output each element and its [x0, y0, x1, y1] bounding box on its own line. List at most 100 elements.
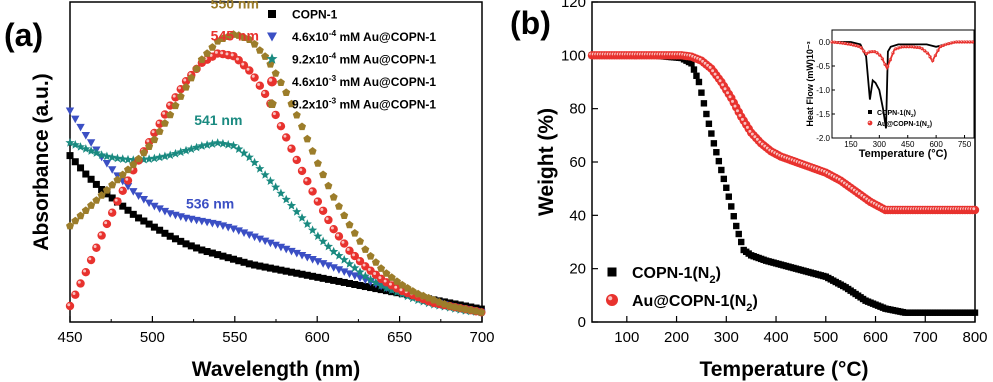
point-au-copn-1-n2-highlight	[708, 65, 712, 69]
point-9-2x10-3-mm-au-copn-1	[81, 206, 90, 214]
inset-point-au-copn-1-n2	[870, 50, 874, 54]
series-au-copn-1-n2	[587, 51, 980, 215]
point-copn-1	[335, 277, 343, 285]
axes-b: 100 200 300 400 500 600 700 800 0 20 40 60 80 100 120	[561, 0, 988, 346]
inset-point-au-copn-1-n2-highlight	[857, 45, 859, 47]
legend-label-copn-1-n2: COPN-1(N2)	[632, 265, 721, 286]
point-9-2x10-4-mm-au-copn-1	[255, 164, 265, 173]
inset-point-au-copn-1-n2	[901, 45, 906, 49]
legend-label-9-2x10-4-mm-au-copn-1-rest: mM Au@COPN-1	[336, 53, 436, 67]
inset-point-au-copn-1-n2	[841, 41, 845, 45]
inset-point-au-copn-1-n2	[952, 40, 956, 44]
point-4-6x10-3-mm-au-copn-1-highlight	[162, 111, 166, 115]
inset-legend-label-copn-1-n2-rest: )	[914, 110, 916, 117]
point-4-6x10-3-mm-au-copn-1-highlight	[288, 145, 292, 149]
point-9-2x10-3-mm-au-copn-1	[361, 245, 370, 253]
point-4-6x10-3-mm-au-copn-1-fill	[71, 290, 80, 299]
inset-point-au-copn-1-n2-highlight	[836, 41, 838, 43]
point-4-6x10-3-mm-au-copn-1-highlight	[67, 303, 71, 307]
series-9-2x10-4-mm-au-copn-1	[65, 138, 486, 317]
inset-point-au-copn-1-n2-highlight	[907, 45, 909, 47]
point-9-2x10-3-mm-au-copn-1	[118, 170, 127, 179]
point-4-6x10-4-mm-au-copn-1	[239, 229, 249, 237]
legend-label-copn-1: COPN-1	[292, 8, 338, 22]
point-9-2x10-4-mm-au-copn-1	[160, 151, 170, 161]
point-copn-1	[245, 260, 253, 268]
point-9-2x10-3-mm-au-copn-1	[87, 201, 96, 209]
point-9-2x10-3-mm-au-copn-1	[292, 111, 301, 119]
point-9-2x10-3-mm-au-copn-1	[92, 196, 101, 204]
point-4-6x10-4-mm-au-copn-1	[86, 139, 96, 147]
point-4-6x10-3-mm-au-copn-1	[287, 144, 296, 153]
point-copn-1-n2	[710, 140, 718, 147]
inset-point-au-copn-1-n2	[957, 40, 961, 44]
point-copn-1	[361, 283, 369, 291]
point-9-2x10-3-mm-au-copn-1	[208, 43, 217, 51]
point-9-2x10-3-mm-au-copn-1	[329, 193, 338, 201]
inset-point-au-copn-1-n2-highlight	[854, 44, 856, 46]
legend-label-9-2x10-4-mm-au-copn-1: 9.2x10-4 mM Au@COPN-1	[292, 51, 436, 67]
point-copn-1-n2	[690, 66, 698, 73]
point-4-6x10-3-mm-au-copn-1-highlight	[378, 276, 382, 280]
point-9-2x10-4-mm-au-copn-1	[350, 263, 360, 272]
inset-point-au-copn-1-n2-highlight	[878, 54, 880, 56]
point-copn-1	[219, 252, 227, 260]
inset-x-tick-label-600: 600	[929, 140, 943, 149]
point-copn-1	[150, 223, 158, 231]
point-9-2x10-3-mm-au-copn-1	[171, 101, 180, 110]
point-4-6x10-3-mm-au-copn-1-highlight	[346, 247, 350, 251]
point-4-6x10-3-mm-au-copn-1-fill	[245, 66, 254, 75]
point-4-6x10-4-mm-au-copn-1	[282, 245, 291, 254]
inset-point-au-copn-1-n2	[944, 42, 948, 46]
point-4-6x10-4-mm-au-copn-1	[102, 160, 112, 168]
point-4-6x10-3-mm-au-copn-1-highlight	[330, 226, 334, 230]
inset-point-au-copn-1-n2-highlight	[833, 41, 835, 43]
point-9-2x10-4-mm-au-copn-1	[76, 142, 86, 151]
point-9-2x10-3-mm-au-copn-1	[203, 49, 212, 57]
point-au-copn-1-n2-highlight	[731, 99, 734, 103]
inset-point-au-copn-1-n2-fill	[888, 58, 892, 62]
point-4-6x10-3-mm-au-copn-1	[271, 110, 280, 120]
inset-x-tick-label-450: 450	[901, 140, 915, 149]
point-copn-1-n2	[715, 157, 723, 165]
inset-point-au-copn-1-n2-highlight	[968, 40, 970, 43]
point-4-6x10-4-mm-au-copn-1	[345, 270, 354, 278]
inset-point-au-copn-1-n2	[846, 42, 850, 46]
legend-label-au-copn-1-n2-sub: 2	[746, 302, 752, 314]
peak-label-541-nm: 541 nm	[194, 112, 242, 128]
point-copn-1-n2	[693, 72, 700, 79]
point-9-2x10-3-mm-au-copn-1	[308, 147, 317, 155]
point-9-2x10-4-mm-au-copn-1	[202, 140, 212, 149]
point-4-6x10-4-mm-au-copn-1	[129, 188, 138, 196]
panel-a-label: (a)	[4, 17, 43, 53]
point-4-6x10-3-mm-au-copn-1-highlight	[88, 257, 92, 261]
point-copn-1	[324, 275, 332, 283]
point-4-6x10-4-mm-au-copn-1	[266, 239, 275, 248]
inset-point-au-copn-1-n2	[904, 45, 908, 49]
point-9-2x10-3-mm-au-copn-1	[66, 221, 74, 230]
point-4-6x10-4-mm-au-copn-1	[324, 262, 333, 270]
point-copn-1	[124, 206, 132, 214]
inset-point-au-copn-1-n2	[894, 47, 898, 51]
point-4-6x10-3-mm-au-copn-1	[107, 208, 117, 217]
inset-point-au-copn-1-n2	[843, 41, 847, 46]
inset-point-au-copn-1-n2-fill	[936, 48, 940, 53]
point-4-6x10-4-mm-au-copn-1	[271, 241, 280, 250]
x-tick-label-a-600: 600	[305, 329, 330, 346]
point-9-2x10-4-mm-au-copn-1	[192, 142, 202, 152]
point-copn-1	[346, 279, 354, 287]
point-copn-1-n2	[718, 166, 725, 174]
point-copn-1	[282, 267, 290, 275]
y-axis-label-b: Weight (%)	[535, 108, 558, 216]
point-4-6x10-3-mm-au-copn-1-highlight	[373, 272, 377, 275]
x-tick-label-b-100: 100	[614, 329, 639, 346]
point-9-2x10-4-mm-au-copn-1	[265, 176, 275, 185]
point-9-2x10-4-mm-au-copn-1	[313, 231, 323, 241]
inset-point-au-copn-1-n2	[835, 40, 839, 45]
inset-point-au-copn-1-n2	[923, 49, 927, 53]
point-4-6x10-4-mm-au-copn-1	[255, 235, 265, 244]
point-au-copn-1-n2-highlight	[755, 137, 759, 141]
point-9-2x10-4-mm-au-copn-1	[344, 259, 355, 268]
legend-label-4-6x10-3-mm-au-copn-1: 4.6x10-3 mM Au@COPN-1	[292, 73, 436, 89]
inset-point-au-copn-1-n2	[949, 41, 953, 45]
